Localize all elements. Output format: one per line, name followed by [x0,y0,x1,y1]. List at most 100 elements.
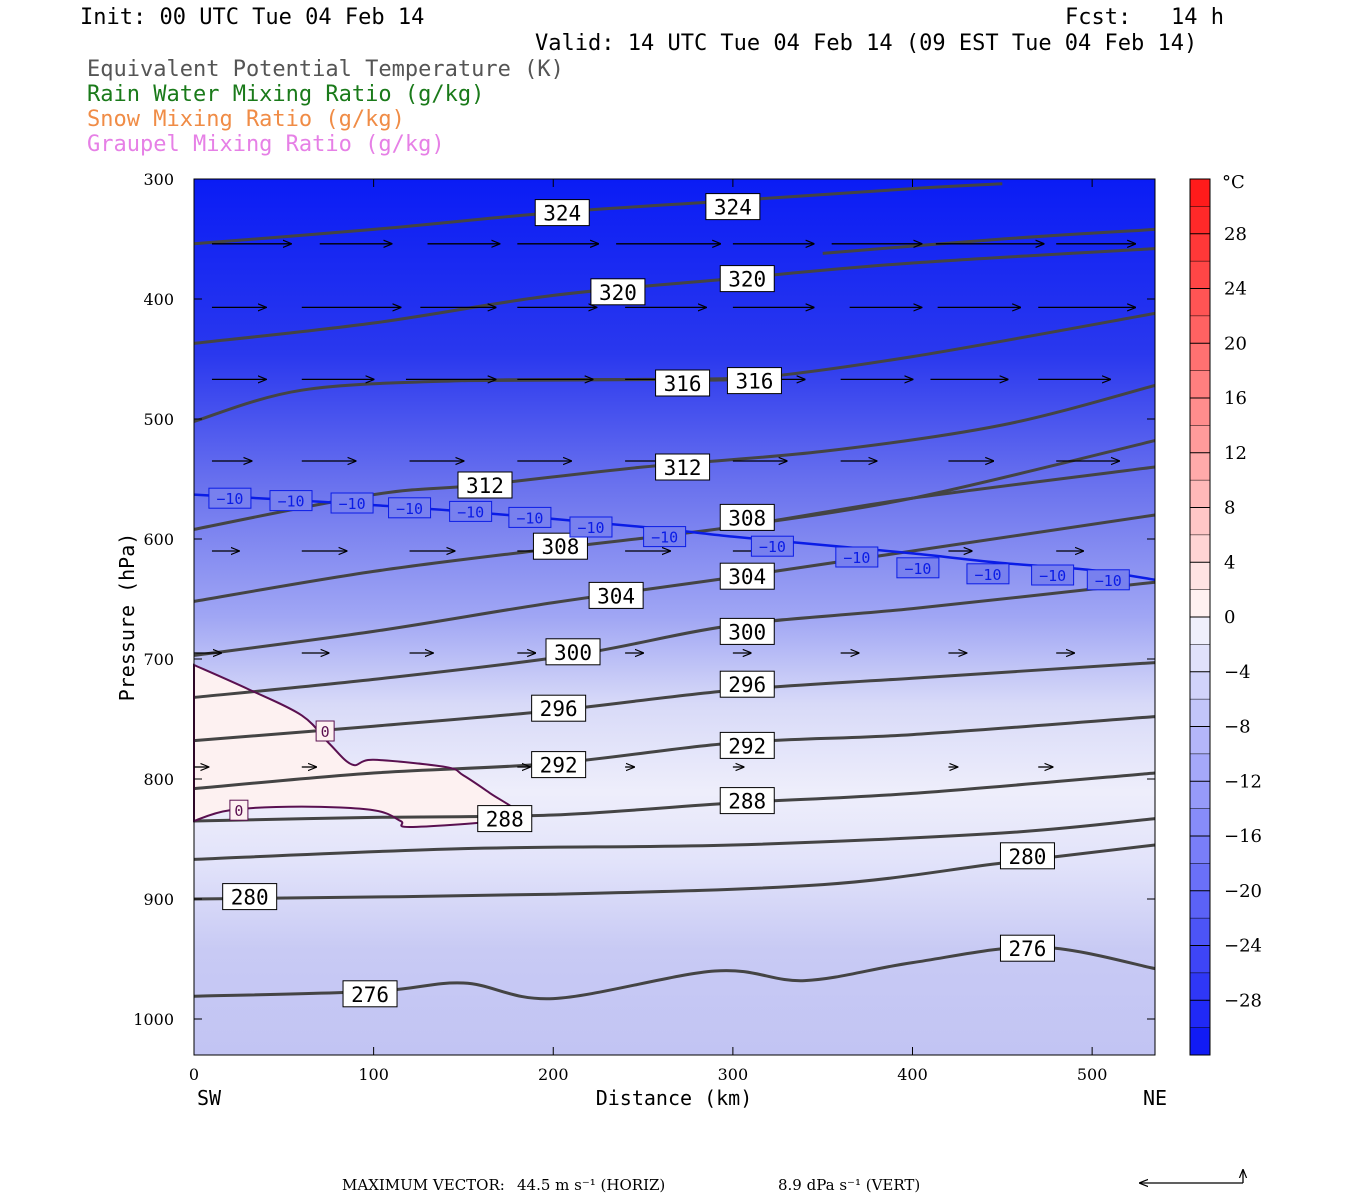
colorbar-segment [1190,863,1210,892]
y-tick-label: 900 [143,890,174,909]
minus10-isotherm-label: −10 [651,529,678,547]
theta-e-label-box [655,453,711,481]
theta-e-label-box [719,265,775,293]
x-tick-label: 400 [897,1065,928,1084]
theta-e-label-box [531,751,587,779]
y-tick-label: 500 [143,410,174,429]
minus10-isotherm-label-box [643,526,687,548]
x-tick-label: 300 [718,1065,749,1084]
colorbar-segment [1190,507,1210,536]
minus10-isotherm-label: −10 [516,509,543,527]
theta-e-label-box [655,369,711,397]
theta-e-label-box [342,980,398,1008]
minus10-isotherm-label: −10 [396,500,423,518]
colorbar-tick-label: 24 [1224,279,1247,300]
colorbar-tick-label: −20 [1224,881,1262,902]
minus10-isotherm-label: −10 [577,519,604,537]
colorbar-segment [1190,179,1210,207]
minus10-isotherm-label: −10 [1039,567,1066,585]
theta-e-label-box [719,503,775,531]
minus10-isotherm-label-box [388,497,432,519]
colorbar-segment [1190,343,1210,372]
colorbar-segment [1190,890,1210,919]
legend-theta-e: Equivalent Potential Temperature (K) [87,57,564,82]
minus10-isotherm-label: −10 [339,495,366,513]
theta-e-label-box [477,805,533,833]
zero-isotherm-label: 0 [234,802,243,820]
colorbar-unit: °C [1222,172,1245,193]
theta-e-label: 316 [735,370,773,394]
y-tick-label: 1000 [133,1010,174,1029]
theta-e-label-box [705,193,761,221]
theta-e-label: 288 [486,808,524,832]
minus10-isotherm-label-box [449,500,493,522]
colorbar-tick-label: 16 [1224,388,1247,409]
y-tick-label: 800 [143,770,174,789]
theta-e-contour-line [193,661,1156,743]
theta-e-label: 292 [728,734,766,758]
colorbar-tick-label: 28 [1224,224,1247,245]
x-tick-label: 200 [538,1065,569,1084]
colorbar-segment [1190,1000,1210,1029]
legend-graupel: Graupel Mixing Ratio (g/kg) [87,132,445,157]
theta-e-label: 276 [351,983,389,1007]
colorbar-segment [1190,562,1210,591]
colorbar-segment [1190,1027,1210,1056]
theta-e-contour-line [193,182,1003,246]
colorbar-tick-label: 12 [1224,443,1247,464]
theta-e-label-box [588,581,644,609]
legend-snow: Snow Mixing Ratio (g/kg) [87,107,405,132]
colorbar-segment [1190,425,1210,454]
theta-e-label-box [719,787,775,815]
minus10-isotherm-label-box [269,490,313,512]
colorbar-segment [1190,233,1210,262]
theta-e-label-box [222,883,278,911]
colorbar-segment [1190,589,1210,618]
colorbar-segment [1190,370,1210,399]
minus10-isotherm-label-box [750,535,794,557]
theta-e-label-box [999,934,1055,962]
zero-isotherm-label-box [229,799,249,821]
colorbar-segment [1190,452,1210,481]
theta-e-label-box [534,199,590,227]
minus10-isotherm-label: −10 [216,490,243,508]
max-vector-vert: 8.9 dPa s⁻¹ (VERT) [778,1176,921,1194]
colorbar-segment [1190,972,1210,1001]
theta-e-label: 292 [540,754,578,778]
minus10-isotherm-label-box [508,506,552,528]
minus10-isotherm-label: −10 [277,493,304,511]
minus10-isotherm-label: −10 [759,538,786,556]
minus10-isotherm-label: −10 [904,560,931,578]
colorbar-segment [1190,534,1210,563]
theta-e-label-box [545,638,601,666]
theta-e-label: 300 [728,620,766,644]
y-axis-label: Pressure (hPa) [115,533,139,702]
theta-e-label: 296 [728,673,766,697]
theta-e-label: 324 [714,196,752,220]
colorbar-segment [1190,617,1210,645]
theta-e-label-box [719,562,775,590]
colorbar-tick-label: 8 [1224,498,1235,519]
theta-e-label: 304 [728,565,766,589]
theta-e-label-box [726,367,782,395]
forecast-hour: Fcst: 14 h [1065,5,1224,30]
theta-e-contour-line [822,227,1156,255]
init-time: Init: 00 UTC Tue 04 Feb 14 [80,5,425,30]
theta-e-label: 304 [597,584,635,608]
theta-e-label: 312 [466,474,504,498]
theta-e-contour-line [193,513,1156,657]
theta-e-label-box [719,617,775,645]
colorbar-segment [1190,836,1210,864]
above-freezing-region [194,665,518,827]
colorbar-segment [1190,726,1210,755]
theta-e-label: 308 [541,535,579,559]
theta-e-label-box [457,471,513,499]
x-right-end-label: NE [1143,1086,1167,1110]
reference-vector [1140,1170,1243,1183]
theta-e-label: 320 [728,268,766,292]
colorbar-tick-label: −24 [1224,936,1262,957]
minus10-isotherm-label-box [966,563,1010,585]
plot-background [194,179,1155,1055]
colorbar-segment [1190,808,1210,837]
